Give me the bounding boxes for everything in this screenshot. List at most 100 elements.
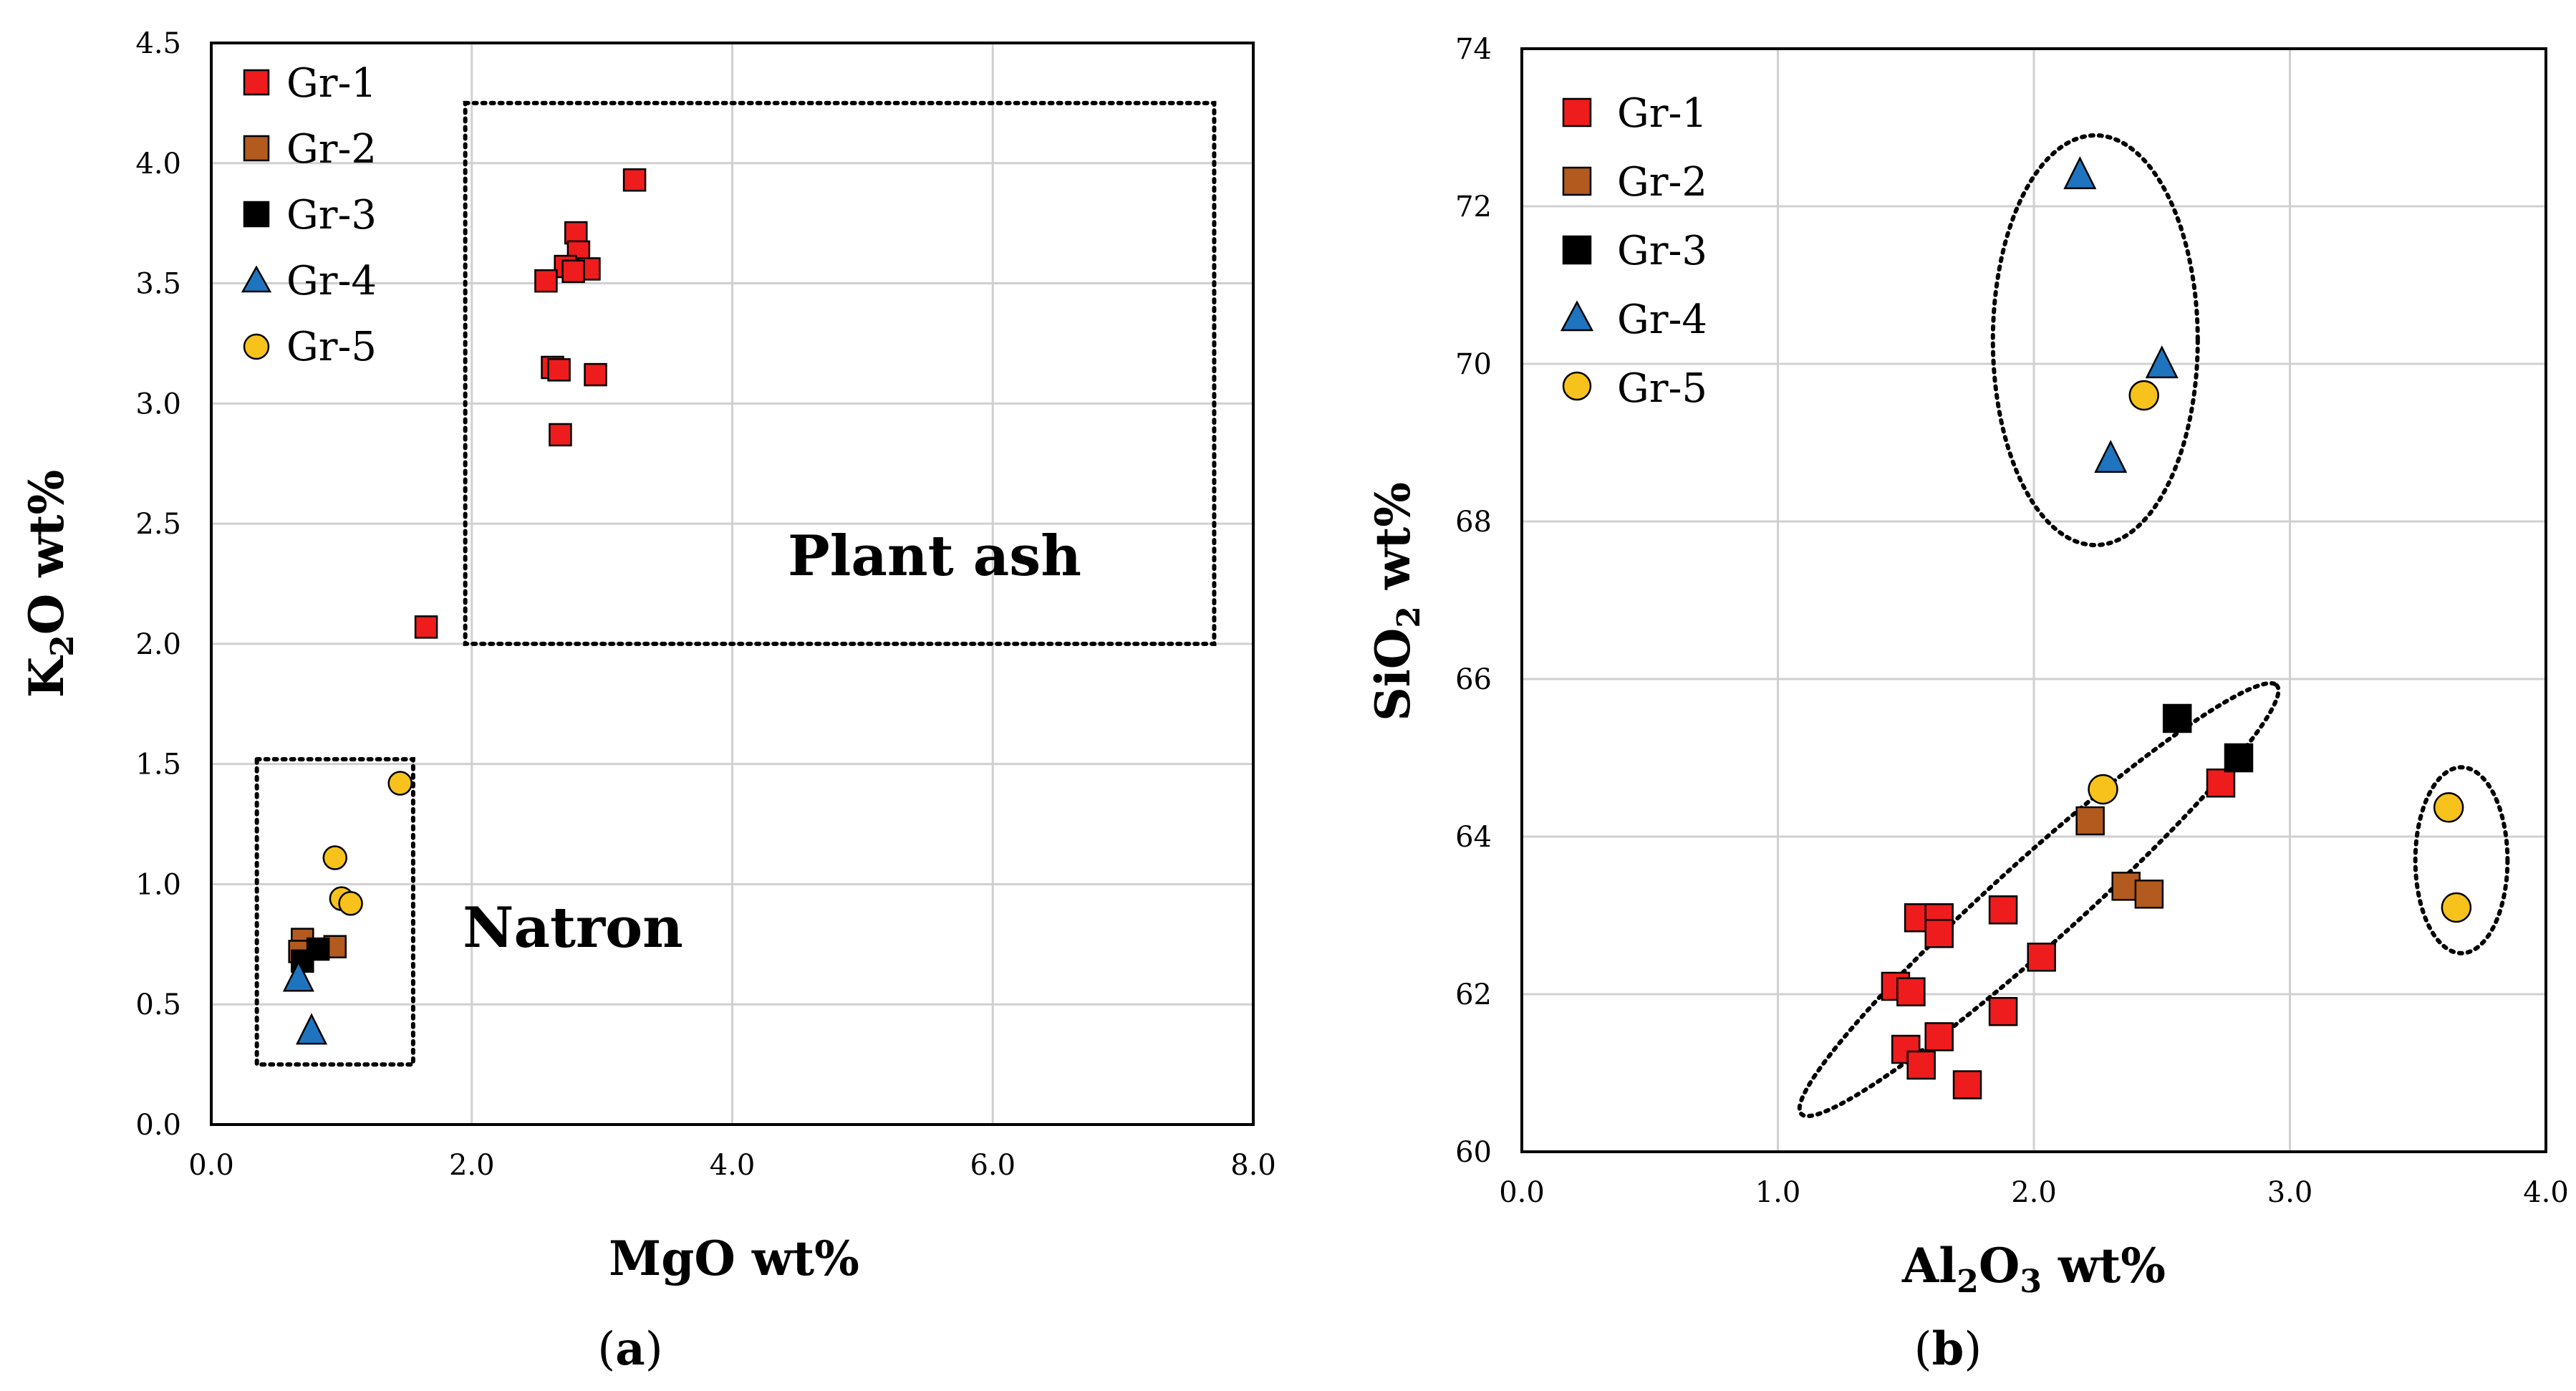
chart-b-x-tick-label: 4.0: [2523, 1176, 2569, 1209]
chart-b-y-tick-label: 72: [1455, 191, 1492, 223]
chart-a-point-gr-4: [296, 1013, 328, 1045]
legend-a-label-gr-5: Gr-5: [286, 324, 377, 370]
legend-a-label-gr-1: Gr-1: [286, 60, 377, 107]
chart-a-x-tick-label: 6.0: [970, 1149, 1016, 1182]
legend-b-marker-gr-5: [1562, 371, 1592, 401]
legend-b-marker-gr-4: [1560, 300, 1594, 332]
chart-a-y-tick-label: 1.5: [135, 749, 181, 781]
chart-a-y-tick-label: 1.0: [135, 868, 181, 901]
chart-b-region-3: [2413, 765, 2510, 956]
chart-a-y-tick-label: 4.0: [135, 148, 181, 181]
legend-b-label-gr-4: Gr-4: [1617, 297, 1707, 343]
chart-b-point-gr-1: [1906, 1050, 1936, 1080]
chart-b-point-gr-2: [2075, 806, 2105, 836]
chart-a-x-tick-label: 0.0: [188, 1149, 234, 1182]
chart-b-x-tick-label: 2.0: [2011, 1176, 2057, 1209]
chart-a-point-gr-5: [387, 771, 413, 796]
chart-a-y-tick-label: 2.0: [135, 628, 181, 661]
chart-b-y-tick-label: 60: [1455, 1136, 1492, 1169]
chart-b-plot-frame: [1520, 47, 2547, 1153]
chart-a-y-tick-label: 3.5: [135, 268, 181, 301]
chart-b-point-gr-4: [2145, 345, 2179, 379]
chart-b-point-gr-1: [2206, 768, 2236, 798]
chart-b-point-gr-4: [2094, 440, 2128, 473]
chart-b-tick-labels: 0.0 1.0 2.0 3.0 4.0 60 62 64 66 68 70 72 74: [1455, 33, 2569, 1209]
chart-b-point-gr-1: [1924, 919, 1954, 948]
chart-b-x-axis-label: Al2O3 wt%: [1901, 1238, 2166, 1300]
chart-a-point-gr-4: [282, 960, 314, 992]
chart-b-point-gr-5: [2433, 792, 2464, 823]
chart-b-panel-label: (b): [1914, 1322, 1982, 1376]
chart-a-regions: [254, 100, 1217, 1067]
chart-a-y-tick-label: 4.5: [135, 27, 181, 60]
chart-b-y-tick-label: 64: [1455, 821, 1492, 854]
chart-a-point-gr-1: [584, 362, 607, 387]
legend-b-label-gr-3: Gr-3: [1617, 228, 1707, 274]
chart-b-points: [1881, 156, 2472, 1099]
chart-a-gridlines: [211, 43, 1253, 1125]
chart-b-gridlines: [1522, 49, 2546, 1152]
legend-b-label-gr-5: Gr-5: [1617, 365, 1707, 412]
chart-b-regions: [1797, 133, 2510, 1119]
chart-b-legend: Gr-1 Gr-2 Gr-3 Gr-4 Gr-5: [1560, 90, 1707, 412]
chart-a-y-tick-label: 0.5: [135, 988, 181, 1021]
chart-a-x-tick-label: 8.0: [1230, 1149, 1276, 1182]
legend-a-label-gr-4: Gr-4: [286, 258, 377, 304]
chart-a: 0.0 2.0 4.0 6.0 8.0 0.0 0.5 1.0 1.5 2.0 2.5 3.0 3.5 4…: [19, 27, 1276, 1376]
chart-b-point-gr-3: [2224, 743, 2254, 773]
legend-a-marker-gr-3: [243, 201, 270, 228]
chart-b-point-gr-1: [1988, 895, 2018, 925]
chart-a-annotation-plant-ash: Plant ash: [788, 524, 1081, 589]
chart-b-y-axis-label: SiO2 wt%: [1365, 482, 1427, 721]
chart-b-point-gr-1: [1988, 996, 2018, 1026]
chart-a-panel-label: (a): [597, 1322, 662, 1376]
chart-b-point-gr-1: [1896, 977, 1926, 1006]
chart-a-point-gr-5: [322, 845, 348, 870]
legend-a-label-gr-3: Gr-3: [286, 192, 377, 239]
chart-b-point-gr-2: [2134, 880, 2164, 909]
chart-a-point-gr-5: [338, 891, 363, 916]
chart-a-region-plant-ash: [463, 100, 1217, 646]
chart-a-y-tick-label: 3.0: [135, 388, 181, 420]
chart-b: 0.0 1.0 2.0 3.0 4.0 60 62 64 66 68 70 72 74 Gr-1 Gr-…: [1365, 33, 2569, 1376]
legend-b-label-gr-1: Gr-1: [1617, 90, 1707, 137]
chart-b-y-tick-label: 68: [1455, 506, 1492, 539]
chart-b-region-2: [1797, 680, 2281, 1119]
chart-b-x-tick-label: 3.0: [2267, 1176, 2313, 1209]
legend-a-marker-gr-2: [243, 135, 270, 162]
legend-a-marker-gr-4: [241, 265, 272, 293]
legend-a-marker-gr-5: [243, 333, 270, 360]
chart-a-point-gr-1: [414, 615, 438, 639]
chart-a-points: [282, 168, 647, 1045]
chart-a-y-tick-label: 2.5: [135, 508, 181, 541]
chart-a-y-tick-label: 0.0: [135, 1109, 181, 1142]
chart-b-point-gr-1: [2027, 943, 2056, 972]
chart-b-x-tick-label: 1.0: [1755, 1176, 1801, 1209]
chart-b-point-gr-5: [2441, 892, 2472, 923]
chart-a-legend: Gr-1 Gr-2 Gr-3 Gr-4 Gr-5: [241, 60, 377, 370]
chart-b-y-tick-label: 70: [1455, 348, 1492, 381]
chart-b-point-gr-4: [2063, 156, 2097, 190]
legend-a-label-gr-2: Gr-2: [286, 126, 377, 173]
chart-b-y-tick-label: 66: [1455, 663, 1492, 696]
chart-a-tick-labels: 0.0 2.0 4.0 6.0 8.0 0.0 0.5 1.0 1.5 2.0 2.5 3.0 3.5 4…: [135, 27, 1275, 1182]
chart-b-y-tick-label: 62: [1455, 978, 1492, 1011]
chart-a-region-natron: [254, 756, 415, 1067]
chart-a-point-gr-1: [547, 358, 571, 382]
chart-a-point-gr-1: [561, 259, 585, 284]
chart-b-point-gr-5: [2128, 380, 2159, 411]
chart-b-point-gr-1: [1952, 1070, 1982, 1099]
chart-a-x-tick-label: 2.0: [449, 1149, 495, 1182]
chart-a-plot-frame: [210, 42, 1255, 1126]
chart-a-point-gr-1: [549, 423, 572, 447]
legend-b-marker-gr-2: [1562, 166, 1592, 196]
chart-b-x-tick-label: 0.0: [1499, 1176, 1545, 1209]
legend-b-label-gr-2: Gr-2: [1617, 159, 1707, 206]
chart-a-point-gr-1: [534, 269, 558, 293]
legend-b-marker-gr-3: [1562, 235, 1592, 265]
chart-b-point-gr-3: [2162, 703, 2192, 733]
chart-b-point-gr-1: [1924, 1022, 1954, 1051]
chart-a-annotation-natron: Natron: [463, 895, 683, 961]
chart-a-x-tick-label: 4.0: [710, 1149, 756, 1182]
